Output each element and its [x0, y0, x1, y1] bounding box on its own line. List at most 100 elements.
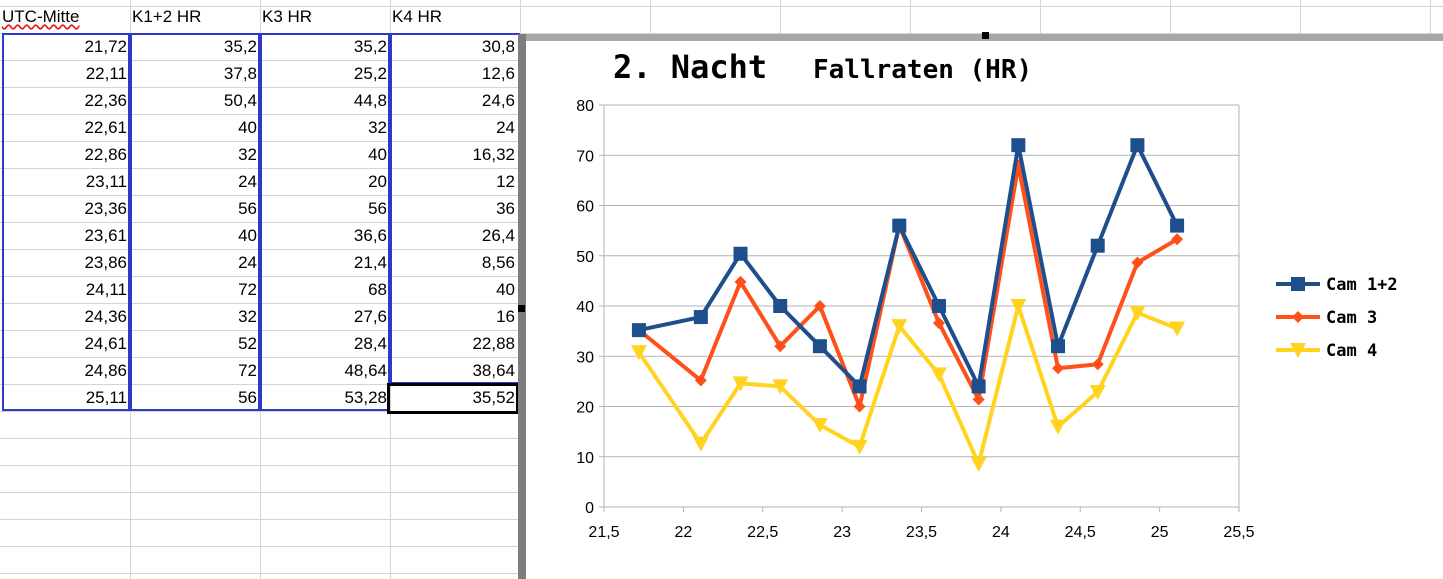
data-point: [1051, 339, 1066, 354]
data-point: [694, 374, 707, 387]
table-cell[interactable]: 56: [238, 388, 257, 407]
table-cell[interactable]: 24,61: [84, 334, 127, 353]
data-point: [1090, 238, 1105, 253]
data-point: [774, 340, 787, 353]
table-cell[interactable]: 32: [238, 145, 257, 164]
table-cell[interactable]: 24,86: [84, 361, 127, 380]
table-cell[interactable]: 24,36: [84, 307, 127, 326]
table-cell[interactable]: 36,6: [353, 226, 387, 245]
chart-series: [630, 138, 1186, 472]
legend-label: Cam 4: [1326, 341, 1377, 361]
legend-label: Cam 1+2: [1326, 275, 1398, 295]
table-cell[interactable]: 50,4: [223, 91, 257, 110]
data-point: [773, 299, 788, 313]
grid-column-line: [1300, 0, 1301, 34]
y-tick-label: 60: [576, 199, 594, 216]
table-cell[interactable]: 23,11: [85, 172, 127, 191]
data-point: [1089, 385, 1106, 401]
table-cell[interactable]: 72: [238, 280, 257, 299]
data-point: [1130, 138, 1145, 153]
table-cell[interactable]: 24: [496, 118, 515, 137]
grid-column-line: [1040, 0, 1041, 34]
grid-column-line: [780, 0, 781, 34]
x-tick-label: 25,5: [1223, 524, 1254, 541]
table-cell[interactable]: 68: [368, 280, 387, 299]
table-cell[interactable]: 26,4: [481, 226, 515, 245]
data-point: [732, 376, 749, 392]
table-cell[interactable]: 21,72: [84, 37, 127, 56]
table-cell[interactable]: 24: [238, 172, 257, 191]
chart-frame-top: [520, 34, 1443, 41]
data-point: [1010, 299, 1027, 314]
table-cell[interactable]: 20: [368, 172, 387, 191]
chart-resize-handle-top[interactable]: [982, 32, 989, 39]
table-cell[interactable]: 30,8: [481, 37, 515, 56]
grid-row-line: [0, 492, 520, 493]
table-cell[interactable]: 40: [238, 226, 257, 245]
table-cell[interactable]: 44,8: [353, 91, 387, 110]
table-cell[interactable]: 36: [496, 199, 515, 218]
table-cell[interactable]: 56: [368, 199, 387, 218]
legend-marker: [1292, 311, 1304, 323]
table-cell[interactable]: 16,32: [472, 145, 515, 164]
table-cell[interactable]: 40: [496, 280, 515, 299]
header-cell-k3[interactable]: K3 HR: [262, 7, 313, 26]
data-point: [812, 339, 827, 354]
y-tick-label: 80: [576, 98, 594, 115]
active-cell[interactable]: [387, 383, 519, 414]
chart-resize-handle-left[interactable]: [518, 305, 525, 312]
y-tick-label: 50: [576, 249, 594, 266]
table-cell[interactable]: 40: [368, 145, 387, 164]
data-point: [693, 310, 708, 325]
table-cell[interactable]: 22,86: [84, 145, 127, 164]
table-cell[interactable]: 22,61: [84, 118, 127, 137]
data-point: [891, 319, 908, 335]
table-cell[interactable]: 21,4: [353, 253, 387, 272]
table-cell[interactable]: 23,36: [84, 199, 127, 218]
table-cell[interactable]: 12: [496, 172, 515, 191]
header-cell-k12[interactable]: K1+2 HR: [132, 7, 202, 26]
data-point: [853, 400, 866, 413]
grid-row-line: [0, 438, 520, 439]
legend-marker: [1291, 277, 1305, 291]
table-cell[interactable]: 40: [238, 118, 257, 137]
table-cell[interactable]: 38,64: [472, 361, 515, 380]
table-cell[interactable]: 24: [238, 253, 257, 272]
table-cell[interactable]: 23,61: [84, 226, 127, 245]
table-cell[interactable]: 27,6: [353, 307, 387, 326]
table-cell[interactable]: 22,88: [472, 334, 515, 353]
grid-row-line: [0, 573, 520, 574]
table-cell[interactable]: 56: [238, 199, 257, 218]
table-cell[interactable]: 32: [368, 118, 387, 137]
table-cell[interactable]: 72: [238, 361, 257, 380]
table-cell[interactable]: 35,2: [353, 37, 387, 56]
data-point: [970, 456, 987, 472]
table-cell[interactable]: 35,52: [472, 388, 515, 407]
header-cell-utc[interactable]: UTC-Mitte: [2, 7, 80, 26]
table-cell[interactable]: 48,64: [344, 361, 387, 380]
table-cell[interactable]: 24,11: [85, 280, 127, 299]
header-cell-k4[interactable]: K4 HR: [392, 7, 443, 26]
table-cell[interactable]: 25,2: [353, 64, 387, 83]
data-point: [1171, 233, 1184, 246]
grid-column-line: [910, 0, 911, 34]
table-cell[interactable]: 22,36: [84, 91, 127, 110]
table-cell[interactable]: 35,2: [223, 37, 257, 56]
table-cell[interactable]: 23,86: [84, 253, 127, 272]
table-cell[interactable]: 28,4: [353, 334, 387, 353]
table-cell[interactable]: 16: [496, 307, 515, 326]
table-cell[interactable]: 22,11: [85, 64, 127, 83]
grid-row-line: [0, 519, 520, 520]
data-point: [971, 379, 986, 394]
table-cell[interactable]: 12,6: [481, 64, 515, 83]
table-cell[interactable]: 24,6: [481, 91, 515, 110]
table-cell[interactable]: 32: [238, 307, 257, 326]
table-cell[interactable]: 53,28: [344, 388, 387, 407]
table-cell[interactable]: 25,11: [85, 388, 127, 407]
table-cell[interactable]: 8,56: [481, 253, 515, 272]
data-point: [631, 323, 646, 338]
grid-column-line: [1430, 0, 1431, 34]
table-cell[interactable]: 37,8: [223, 64, 257, 83]
table-cell[interactable]: 52: [238, 334, 257, 353]
